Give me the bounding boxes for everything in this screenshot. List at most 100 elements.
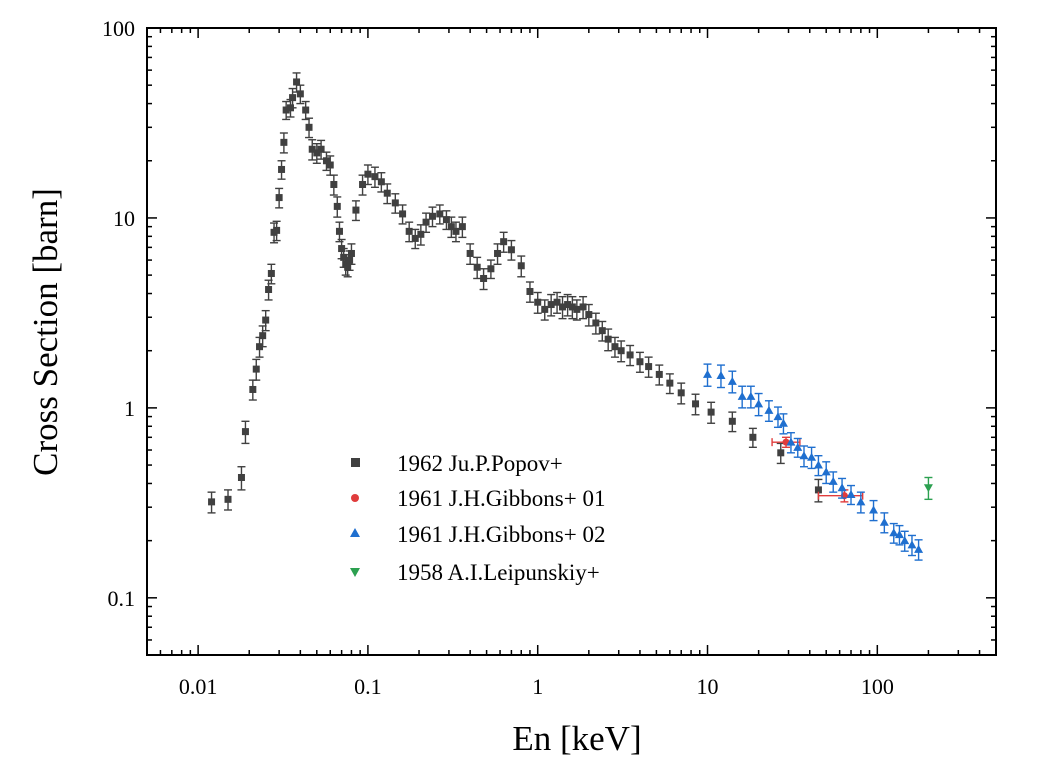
data-point: [252, 365, 260, 373]
data-point: [786, 437, 796, 446]
data-point: [293, 78, 301, 86]
data-point: [480, 274, 488, 282]
data-point: [655, 370, 663, 378]
data-point: [869, 505, 879, 514]
data-point: [666, 379, 674, 387]
y-tick-label: 100: [102, 16, 135, 41]
data-point: [208, 498, 216, 506]
data-point: [526, 287, 534, 295]
legend: 1962 Ju.P.Popov+ 1961 J.H.Gibbons+ 01 19…: [350, 451, 605, 585]
series-popov: [207, 72, 823, 514]
data-point: [500, 238, 508, 246]
data-point: [814, 486, 822, 494]
data-point: [326, 161, 334, 169]
data-point: [249, 385, 257, 393]
data-point: [371, 173, 379, 181]
data-point: [692, 400, 700, 408]
data-point: [458, 223, 466, 231]
data-point: [907, 540, 917, 549]
legend-label-popov: 1962 Ju.P.Popov+: [397, 451, 563, 476]
data-point: [428, 212, 436, 220]
legend-marker-popov: [351, 458, 360, 467]
data-point: [564, 301, 572, 309]
data-point: [778, 418, 788, 427]
x-tick-label: 0.1: [354, 674, 382, 699]
plot-frame: [146, 27, 997, 656]
data-point: [262, 316, 270, 324]
data-point: [592, 319, 600, 327]
data-point: [364, 170, 372, 178]
data-point: [333, 202, 341, 210]
data-point: [335, 227, 343, 235]
data-point: [289, 94, 297, 102]
data-point: [280, 138, 288, 146]
y-axis-title: Cross Section [barn]: [26, 188, 65, 476]
data-point: [305, 123, 313, 131]
data-point: [611, 343, 619, 351]
x-tick-label: 0.01: [179, 674, 218, 699]
data-point: [914, 544, 924, 553]
data-point: [346, 256, 354, 264]
data-point: [879, 517, 889, 526]
data-point: [317, 145, 325, 153]
data-point: [645, 363, 653, 371]
data-point: [828, 476, 838, 485]
data-point: [241, 428, 249, 436]
data-point: [278, 165, 286, 173]
data-point: [856, 497, 866, 506]
data-point: [727, 376, 737, 385]
data-point: [359, 180, 367, 188]
x-tick-label: 10: [697, 674, 719, 699]
data-point: [436, 210, 444, 218]
data-point: [344, 263, 352, 271]
y-tick-label: 0.1: [108, 586, 136, 611]
data-point: [534, 298, 542, 306]
data-point: [391, 199, 399, 207]
legend-label-gibbons-02: 1961 J.H.Gibbons+ 02: [397, 522, 605, 547]
legend-entry-leipunskiy: 1958 A.I.Leipunskiy+: [350, 560, 600, 585]
data-point: [302, 106, 310, 114]
data-point: [282, 106, 290, 114]
data-point: [383, 189, 391, 197]
data-point: [377, 178, 385, 186]
data-point: [259, 332, 267, 340]
data-point: [541, 305, 549, 313]
data-point: [737, 391, 747, 400]
legend-entry-gibbons-01: 1961 J.H.Gibbons+ 01: [351, 486, 605, 511]
data-point: [265, 286, 273, 294]
data-point: [494, 249, 502, 257]
data-point: [846, 489, 856, 498]
data-point: [626, 351, 634, 359]
data-point: [466, 249, 474, 257]
data-point: [677, 389, 685, 397]
data-point: [487, 265, 495, 273]
tick-labels: 0.01 0.1 1 10 100 0.1 1 10 100: [102, 16, 894, 699]
data-point: [807, 452, 817, 461]
data-point: [598, 327, 606, 335]
legend-entry-popov: 1962 Ju.P.Popov+: [351, 451, 563, 476]
data-point: [275, 194, 283, 202]
data-point: [340, 253, 348, 261]
data-point: [405, 227, 413, 235]
legend-marker-gibbons-01: [351, 494, 359, 502]
data-point: [728, 417, 736, 425]
data-point: [754, 399, 764, 408]
data-point: [793, 442, 803, 451]
data-point: [777, 449, 785, 457]
data-point: [636, 358, 644, 366]
data-point: [568, 303, 576, 311]
y-tick-label: 10: [113, 206, 135, 231]
axis-ticks: [146, 27, 997, 656]
data-point: [296, 90, 304, 98]
series-leipunskiy: [923, 476, 933, 501]
data-point: [813, 460, 823, 469]
data-point: [604, 335, 612, 343]
data-point: [703, 369, 713, 378]
data-point: [447, 223, 455, 231]
data-point: [517, 262, 525, 270]
data-point: [889, 528, 899, 537]
data-point: [764, 405, 774, 414]
data-point: [399, 210, 407, 218]
data-point: [573, 305, 581, 313]
